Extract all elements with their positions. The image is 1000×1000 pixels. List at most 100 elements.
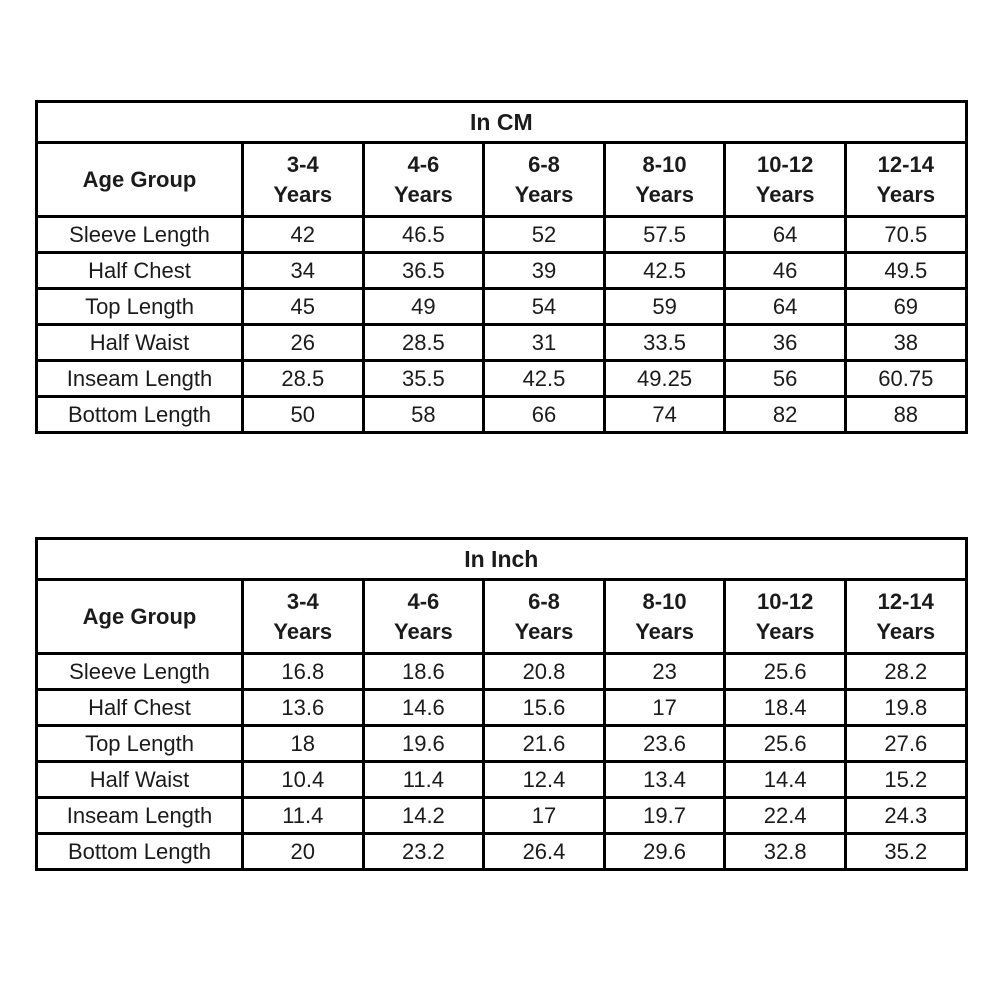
cell-value: 82 [723,395,847,434]
cell-value: 19.8 [843,688,968,727]
row-label: Half Chest [35,688,244,727]
cell-value: 29.6 [602,832,727,871]
cell-value: 49 [361,287,486,326]
table-row-half-waist: Half Waist 10.4 11.4 12.4 13.4 14.4 15.2 [35,760,968,799]
cell-value: 56 [723,359,847,398]
table-row-sleeve-length: Sleeve Length 16.8 18.6 20.8 23 25.6 28.… [35,652,968,691]
cell-value: 28.2 [843,652,968,691]
row-label: Top Length [35,287,244,326]
size-chart-cm-table: In CM Age Group 3-4 Years 4-6 Years 6-8 Yea… [35,100,968,434]
cell-value: 25.6 [723,652,847,691]
row-label: Sleeve Length [35,652,244,691]
table-row-bottom-length: Bottom Length 20 23.2 26.4 29.6 32.8 35.… [35,832,968,871]
cell-value: 64 [723,215,847,254]
row-label: Half Waist [35,760,244,799]
cell-value: 36.5 [361,251,486,290]
cm-table-title: In CM [35,100,968,144]
cm-title-row: In CM [35,100,968,144]
inch-col-header-10-12: 10-12 Years [723,578,847,655]
cell-value: 21.6 [482,724,606,763]
cell-value: 70.5 [843,215,968,254]
cell-value: 49.5 [843,251,968,290]
cell-value: 57.5 [602,215,727,254]
cell-value: 23.6 [602,724,727,763]
cell-value: 88 [843,395,968,434]
cell-value: 34 [241,251,365,290]
table-row-top-length: Top Length 18 19.6 21.6 23.6 25.6 27.6 [35,724,968,763]
row-label: Bottom Length [35,395,244,434]
cell-value: 25.6 [723,724,847,763]
cell-value: 28.5 [241,359,365,398]
cell-value: 15.2 [843,760,968,799]
inch-col-header-8-10: 8-10 Years [602,578,727,655]
age-suffix: Years [876,181,936,207]
cell-value: 19.7 [602,796,727,835]
inch-title-row: In Inch [35,537,968,581]
table-row-inseam-length: Inseam Length 28.5 35.5 42.5 49.25 56 60… [35,359,968,398]
cell-value: 59 [602,287,727,326]
cell-value: 22.4 [723,796,847,835]
row-label: Half Waist [35,323,244,362]
cell-value: 18.6 [361,652,486,691]
row-label: Top Length [35,724,244,763]
cell-value: 36 [723,323,847,362]
cell-value: 14.4 [723,760,847,799]
cell-value: 11.4 [361,760,486,799]
cell-value: 31 [482,323,606,362]
age-range: 4-6 [407,588,440,614]
cell-value: 15.6 [482,688,606,727]
cell-value: 12.4 [482,760,606,799]
table-row-half-chest: Half Chest 13.6 14.6 15.6 17 18.4 19.8 [35,688,968,727]
age-suffix: Years [755,618,815,644]
cell-value: 60.75 [843,359,968,398]
inch-col-header-6-8: 6-8 Years [482,578,606,655]
age-range: 3-4 [286,151,319,177]
cell-value: 26.4 [482,832,606,871]
cell-value: 52 [482,215,606,254]
cell-value: 13.6 [241,688,365,727]
age-range: 6-8 [528,588,560,614]
cell-value: 18 [241,724,365,763]
age-suffix: Years [635,618,694,644]
cell-value: 33.5 [602,323,727,362]
cell-value: 26 [241,323,365,362]
row-label: Sleeve Length [35,215,244,254]
cm-col-header-12-14: 12-14 Years [843,141,968,218]
cell-value: 11.4 [241,796,365,835]
cell-value: 58 [361,395,486,434]
row-label: Inseam Length [35,359,244,398]
age-suffix: Years [394,618,453,644]
cell-value: 17 [482,796,606,835]
cell-value: 35.5 [361,359,486,398]
age-suffix: Years [755,181,815,207]
cell-value: 64 [723,287,847,326]
cell-value: 42.5 [482,359,606,398]
age-range: 10-12 [757,588,814,614]
table-row-bottom-length: Bottom Length 50 58 66 74 82 88 [35,395,968,434]
cell-value: 16.8 [241,652,365,691]
inch-table-title: In Inch [35,537,968,581]
cell-value: 28.5 [361,323,486,362]
age-range: 10-12 [757,151,814,177]
cell-value: 42 [241,215,365,254]
age-range: 4-6 [407,151,440,177]
table-row-top-length: Top Length 45 49 54 59 64 69 [35,287,968,326]
age-range: 6-8 [528,151,560,177]
cell-value: 19.6 [361,724,486,763]
inch-age-group-header: Age Group [35,578,244,655]
inch-header-row: Age Group 3-4 Years 4-6 Years 6-8 Years 8-1… [35,578,968,655]
age-range: 12-14 [877,588,934,614]
cell-value: 17 [602,688,727,727]
cell-value: 18.4 [723,688,847,727]
age-range: 3-4 [286,588,319,614]
age-suffix: Years [514,181,574,207]
cell-value: 42.5 [602,251,727,290]
cell-value: 24.3 [843,796,968,835]
cm-col-header-10-12: 10-12 Years [723,141,847,218]
age-suffix: Years [394,181,453,207]
inch-col-header-3-4: 3-4 Years [241,578,365,655]
age-suffix: Years [273,181,333,207]
inch-col-header-4-6: 4-6 Years [361,578,486,655]
cell-value: 23.2 [361,832,486,871]
